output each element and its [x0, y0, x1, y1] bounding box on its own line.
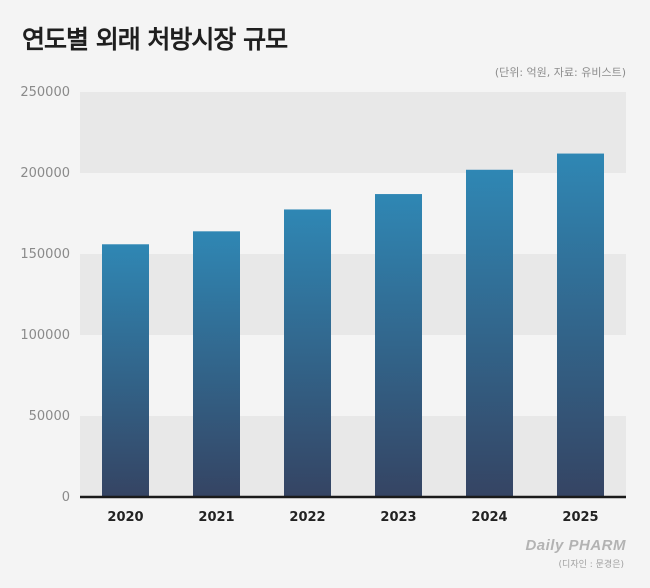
grid-band: [80, 254, 626, 335]
x-tick-label: 2025: [562, 510, 598, 525]
daily-pharm-logo: Daily PHARM: [525, 537, 626, 554]
y-tick-label: 250000: [20, 85, 70, 100]
x-tick-label: 2020: [107, 510, 143, 525]
grid-band: [80, 416, 626, 497]
bar-2021: [193, 231, 240, 497]
bar-2024: [466, 169, 513, 497]
y-tick-label: 100000: [20, 328, 70, 343]
x-tick-label: 2024: [471, 510, 507, 525]
y-tick-label: 150000: [20, 247, 70, 262]
x-tick-label: 2023: [380, 510, 416, 525]
design-credit: (디자인 : 문경은): [558, 560, 624, 570]
unit-note: (단위: 억원, 자료: 유비스트): [494, 66, 626, 79]
chart-title: 연도별 외래 처방시장 규모: [22, 25, 288, 54]
bar-2022: [284, 209, 331, 497]
y-tick-label: 50000: [29, 409, 70, 424]
y-tick-label: 0: [62, 490, 70, 505]
bar-2025: [557, 153, 604, 497]
bar-2023: [375, 194, 422, 497]
x-tick-label: 2021: [198, 510, 234, 525]
grid-band: [80, 92, 626, 173]
x-tick-label: 2022: [289, 510, 325, 525]
y-tick-label: 200000: [20, 166, 70, 181]
bar-2020: [102, 244, 149, 497]
